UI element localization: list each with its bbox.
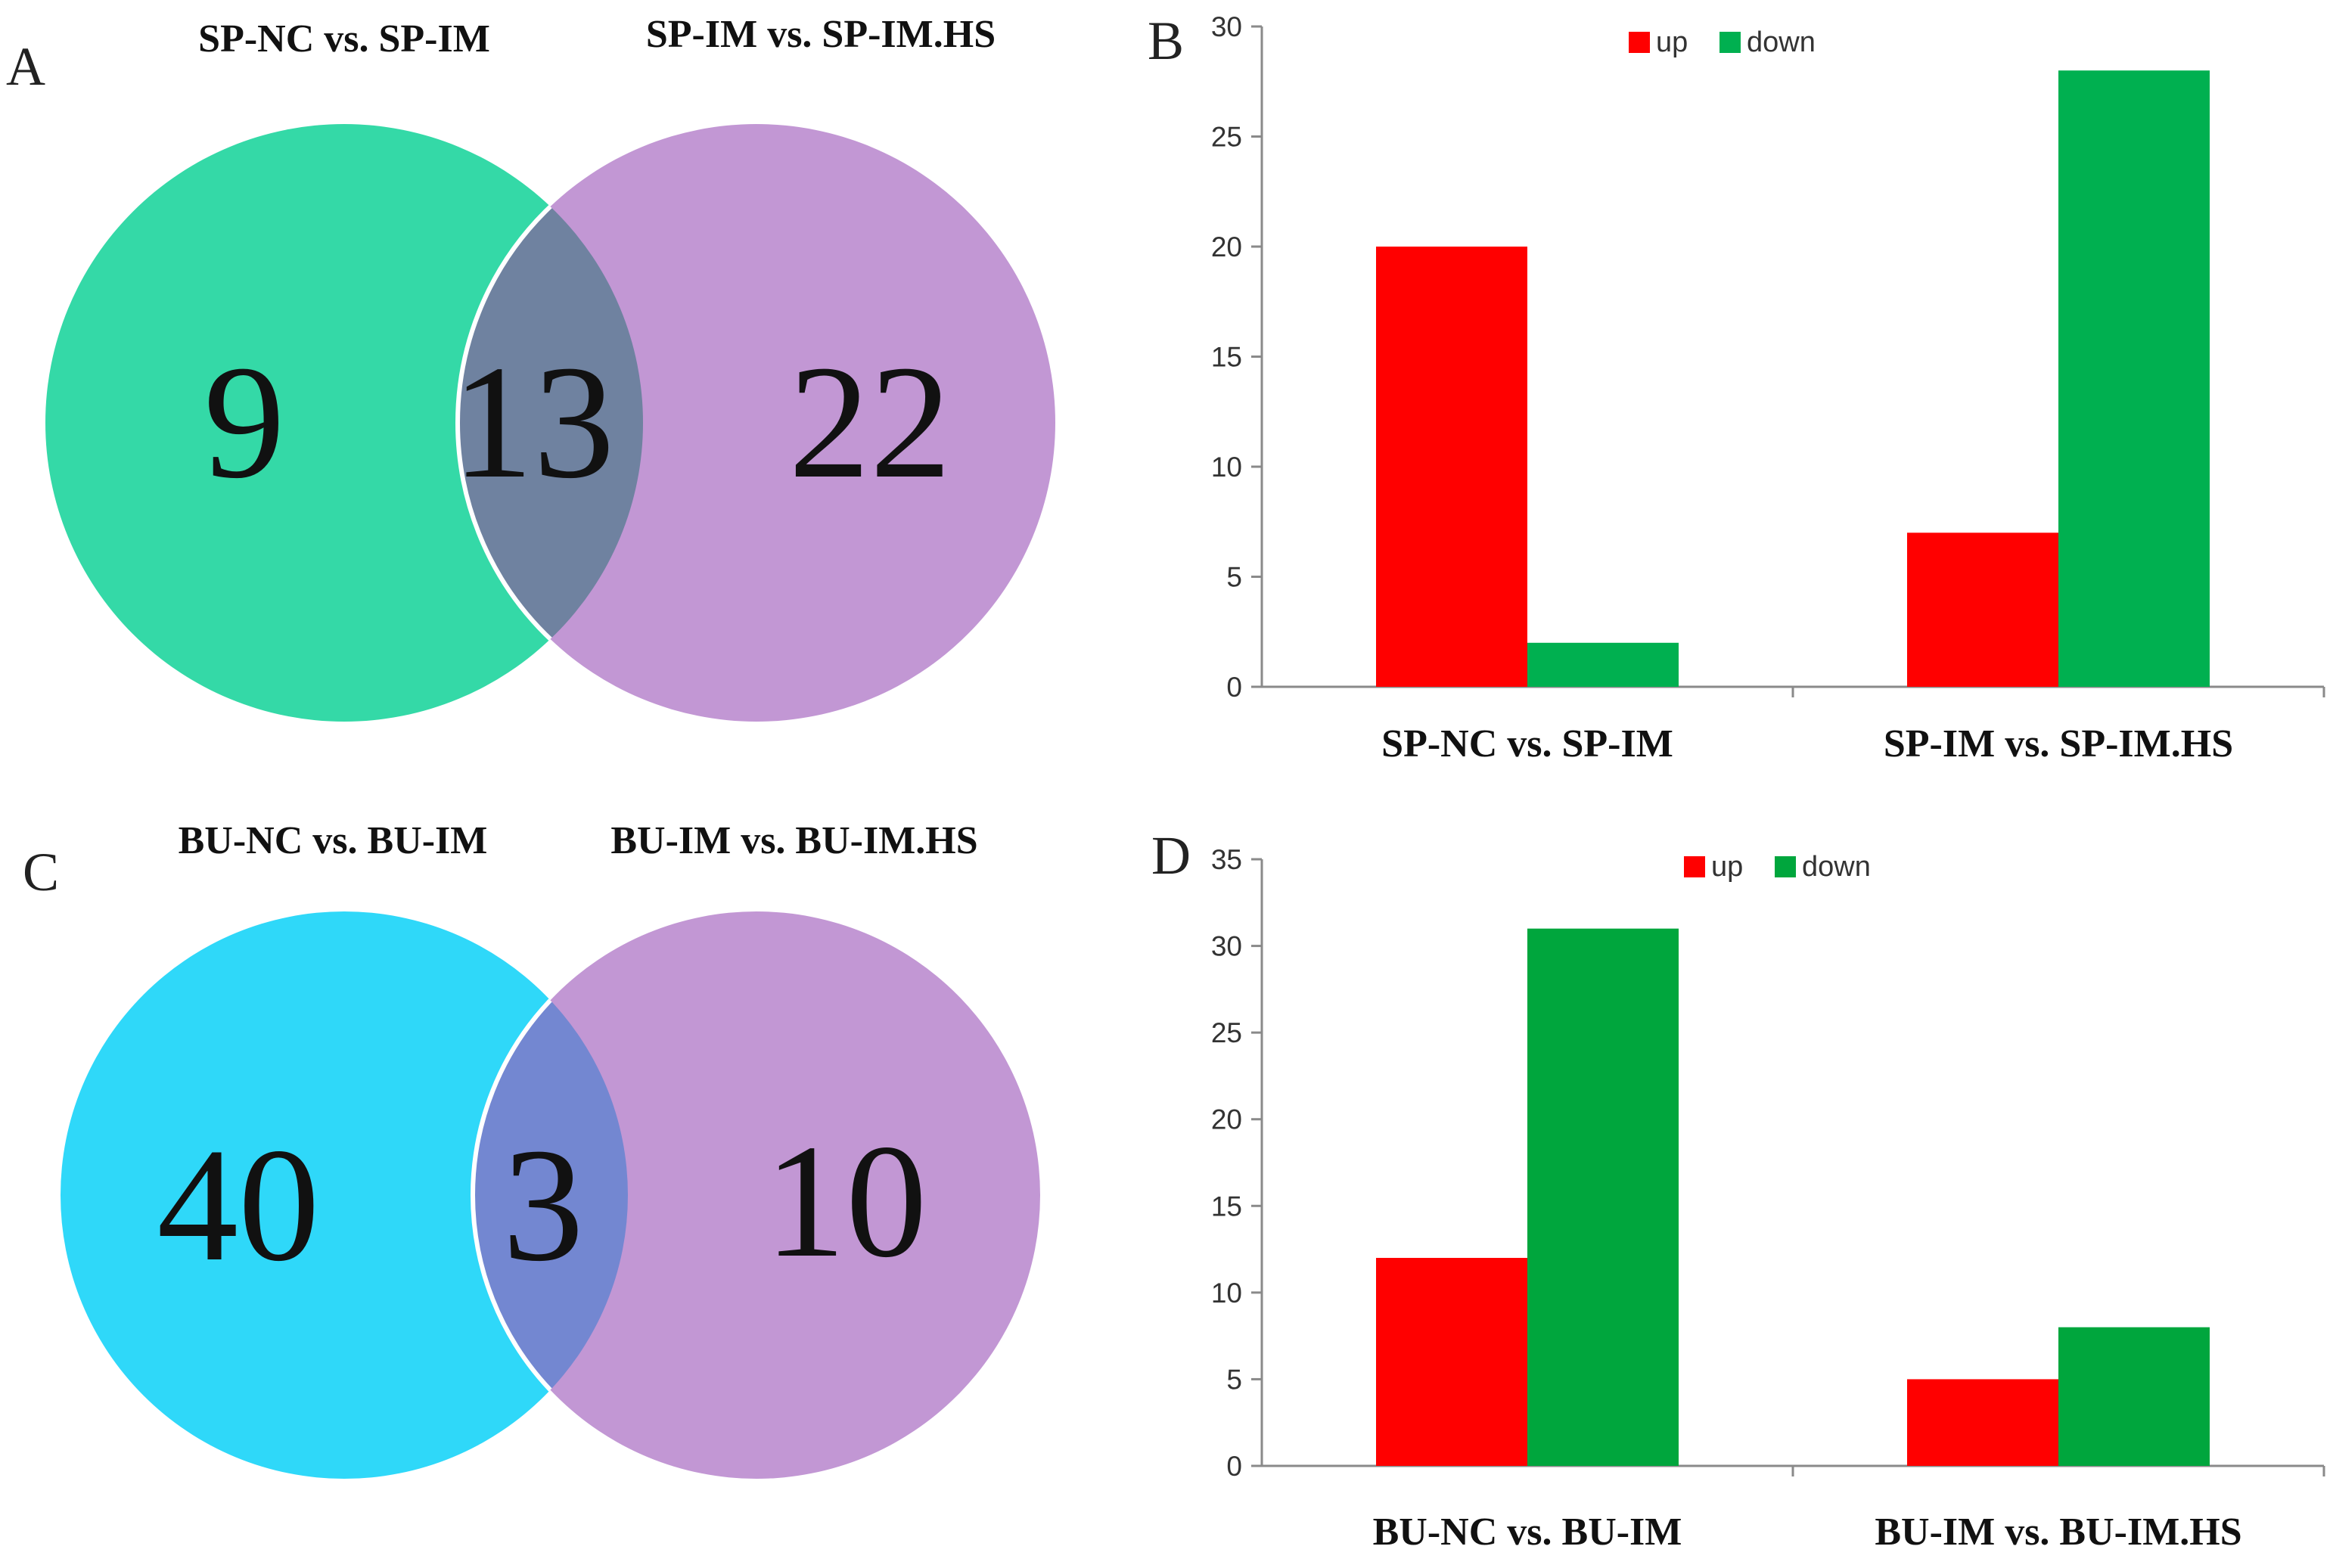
panel-letter-c: C [23,842,59,902]
venn-a-count-overlap: 13 [452,331,615,512]
y-tick-label: 0 [1226,1451,1242,1482]
legend-label-up: up [1711,851,1743,883]
legend-label-up: up [1656,26,1688,58]
venn-a-diagram: 9 13 22 [45,124,1055,722]
y-tick-label: 25 [1211,1017,1242,1048]
panel-letter-b: B [1148,11,1184,71]
legend-swatch-down [1719,32,1741,53]
venn-c-right-title: BU-IM vs. BU-IM.HS [610,819,977,862]
venn-a-left-circle [45,124,643,722]
y-tick-label: 20 [1211,1104,1242,1135]
venn-panel-c: C BU-NC vs. BU-IM BU-IM vs. BU-IM.HS [23,819,978,902]
bar-down-1 [2058,70,2210,687]
venn-c-left-title: BU-NC vs. BU-IM [179,819,488,862]
y-tick-label: 30 [1211,931,1242,962]
panel-letter-d: D [1151,825,1191,886]
legend-label-down: down [1802,851,1871,883]
bar-chart-b: B 0 5 10 15 20 25 30 SP-NC vs. SP-IM SP-IM vs. S… [1148,11,2325,765]
bar-down-0 [1527,642,1679,687]
venn-a-count-right: 22 [789,331,952,512]
bar-down-0 [1527,928,1679,1466]
venn-a-left-title: SP-NC vs. SP-IM [198,17,490,61]
y-tick-label: 25 [1211,122,1242,153]
legend-swatch-up [1629,32,1650,53]
x-category-label: SP-NC vs. SP-IM [1381,722,1673,765]
venn-c-left-circle [61,911,628,1479]
y-tick-label: 15 [1211,1191,1242,1222]
y-tick-label: 35 [1211,844,1242,875]
x-category-label: BU-NC vs. BU-IM [1373,1511,1682,1554]
venn-c-right-circle [473,911,1040,1479]
bar-chart-d: D 0 5 10 15 20 25 30 35 BU-NC vs. BU-IM BU-IM vs.… [1151,825,2325,1554]
venn-panel-a: A SP-NC vs. SP-IM SP-IM vs. SP-IM.HS [6,13,996,97]
legend-label-down: down [1747,26,1816,58]
bar-up-1 [1907,1379,2058,1466]
venn-a-count-left: 9 [203,331,285,512]
bar-down-1 [2058,1327,2210,1466]
venn-c-count-overlap: 3 [502,1114,584,1295]
y-tick-label: 15 [1211,342,1242,373]
bar-up-0 [1376,1258,1527,1466]
bar-up-0 [1376,247,1527,687]
venn-c-diagram: 40 3 10 [61,911,1040,1479]
x-category-label: BU-IM vs. BU-IM.HS [1875,1511,2241,1554]
y-tick-label: 5 [1226,562,1242,593]
x-category-label: SP-IM vs. SP-IM.HS [1884,722,2233,765]
venn-a-right-title: SP-IM vs. SP-IM.HS [646,13,996,56]
venn-c-overlap-edge [471,911,628,1479]
y-tick-label: 10 [1211,452,1242,483]
legend-swatch-down [1775,856,1796,877]
y-tick-label: 5 [1226,1364,1242,1395]
y-tick-label: 10 [1211,1278,1242,1309]
bar-up-1 [1907,532,2058,687]
y-tick-label: 0 [1226,672,1242,703]
venn-shapes: 9 13 22 40 3 10 [45,124,1055,1479]
venn-c-count-left: 40 [157,1114,320,1295]
venn-c-count-right: 10 [765,1110,927,1291]
panel-letter-a: A [6,36,45,97]
y-tick-label: 30 [1211,11,1242,42]
venn-a-right-circle [458,124,1055,722]
venn-a-overlap-edge [455,124,643,722]
y-tick-label: 20 [1211,231,1242,262]
legend-swatch-up [1684,856,1705,877]
